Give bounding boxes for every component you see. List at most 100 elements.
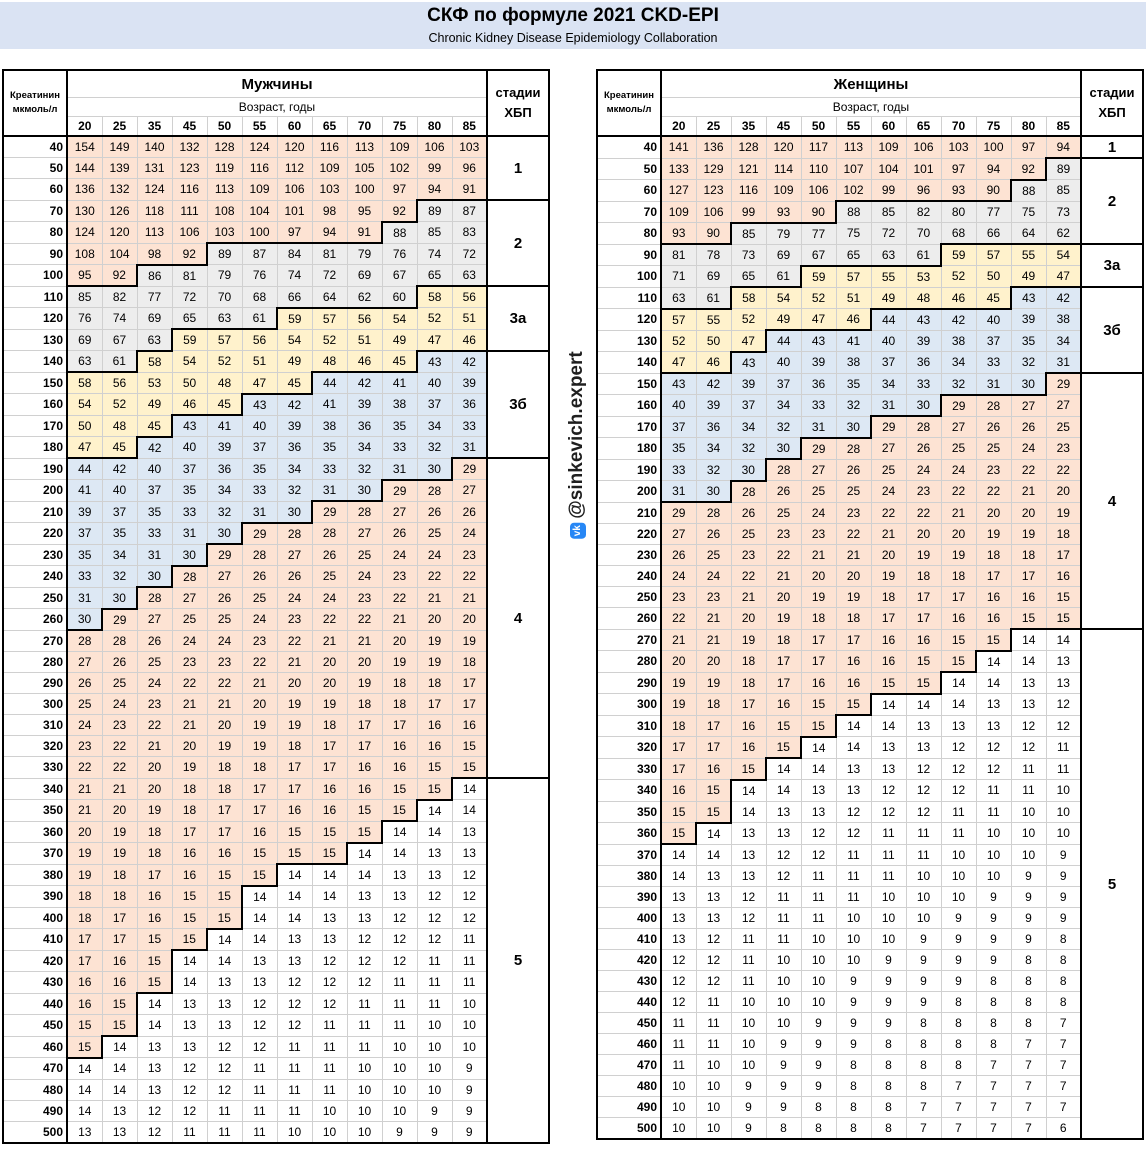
table-row: 500 13 13 12 11 11 11 10 10 10 9 9 9 [2,1120,549,1144]
egfr-cell: 28 [695,501,732,524]
egfr-cell: 25 [311,565,348,588]
egfr-cell: 19 [136,799,173,822]
egfr-cell: 36 [905,351,942,374]
egfr-cell: 29 [241,521,278,545]
table-row: 40 154 149 140 132 128 124 120 116 113 109 106 103 1 [2,135,550,201]
egfr-cell: 18 [660,714,697,737]
egfr-cell: 47 [241,371,278,394]
egfr-cell: 75 [1010,200,1047,223]
egfr-cell: 15 [241,863,278,886]
egfr-cell: 18 [136,842,173,865]
egfr-cell: 10 [660,1075,697,1097]
egfr-cell: 140 [136,135,173,158]
egfr-cell: 16 [381,735,418,757]
egfr-cell: 8 [1010,1012,1047,1034]
table-row: 170 37 36 34 32 31 30 29 28 27 26 26 25 [596,415,1143,438]
egfr-cell: 12 [346,971,383,994]
table-row: 50 144 139 131 123 119 116 112 109 105 102 99 96 [2,157,549,179]
table-row: 240 33 32 30 28 27 26 26 25 24 23 22 22 [2,564,549,588]
egfr-cell: 24 [346,565,383,588]
egfr-cell: 8 [975,1033,1012,1055]
egfr-cell: 9 [765,1075,802,1097]
egfr-cell: 26 [416,500,453,523]
creatinine-value: 70 [2,199,68,222]
creatinine-value: 190 [2,457,68,480]
egfr-cell: 9 [905,928,942,950]
egfr-cell: 37 [870,351,907,374]
egfr-cell: 16 [835,650,872,673]
egfr-cell: 11 [276,1078,313,1101]
egfr-cell: 11 [975,779,1012,802]
egfr-cell: 11 [276,1099,313,1122]
egfr-cell: 14 [451,799,488,822]
egfr-cell: 104 [101,242,138,265]
egfr-cell: 53 [136,371,173,394]
egfr-cell: 20 [346,651,383,673]
stage-label: 3б [1080,286,1144,374]
egfr-cell: 34 [940,351,977,374]
egfr-cell: 45 [136,414,173,437]
egfr-cell: 74 [276,264,313,287]
egfr-cell: 22 [101,756,138,779]
egfr-cell: 14 [975,649,1012,673]
egfr-cell: 22 [1010,458,1047,481]
egfr-cell: 10 [1045,800,1082,823]
egfr-cell: 27 [451,479,488,502]
creatinine-value: 280 [596,650,662,673]
egfr-cell: 16 [940,607,977,630]
egfr-cell: 23 [695,586,732,608]
egfr-cell: 90 [975,179,1012,202]
egfr-cell: 18 [870,586,907,608]
egfr-cell: 19 [66,863,103,886]
egfr-cell: 9 [835,970,872,992]
egfr-cell: 9 [835,1012,872,1034]
egfr-cell: 30 [1010,372,1047,395]
egfr-cell: 36 [800,372,837,395]
creatinine-value: 410 [596,928,662,950]
egfr-cell: 76 [381,242,418,265]
egfr-cell: 15 [451,756,488,779]
egfr-cell: 77 [975,200,1012,223]
egfr-cell: 27 [171,586,208,609]
egfr-cell: 94 [416,178,453,201]
egfr-cell: 50 [171,371,208,394]
egfr-cell: 20 [311,672,348,694]
egfr-cell: 17 [346,735,383,757]
egfr-cell: 16 [346,777,383,800]
egfr-cell: 20 [451,608,488,631]
egfr-cell: 75 [835,222,872,245]
creatinine-value: 320 [596,736,662,759]
egfr-cell: 25 [835,480,872,503]
creatinine-value: 260 [596,607,662,630]
egfr-cell: 13 [381,863,418,886]
stage-label: 2 [486,199,550,287]
egfr-cell: 10 [346,1078,383,1101]
egfr-cell: 21 [765,565,802,587]
egfr-cell: 10 [416,1057,453,1080]
egfr-cell: 112 [276,157,313,179]
egfr-cell: 41 [206,414,243,437]
table-row: 480 14 14 13 12 12 11 11 11 10 10 10 9 [2,1078,549,1101]
egfr-cell: 24 [311,586,348,609]
egfr-cell: 24 [171,629,208,652]
egfr-cell: 19 [416,651,453,673]
egfr-cell: 16 [381,756,418,779]
table-row: 120 76 74 69 65 63 61 59 57 56 54 52 51 [2,306,549,330]
egfr-cell: 10 [416,1035,453,1058]
egfr-cell: 25 [346,543,383,566]
egfr-cell: 15 [206,863,243,886]
egfr-cell: 13 [940,714,977,737]
egfr-cell: 7 [1010,1054,1047,1076]
table-row: 380 14 13 13 12 11 11 11 10 10 10 9 9 [596,865,1143,887]
egfr-cell: 7 [905,1117,942,1140]
egfr-cell: 79 [765,221,802,245]
egfr-cell: 12 [695,928,732,950]
egfr-cell: 95 [346,199,383,222]
egfr-cell: 10 [311,1099,348,1122]
egfr-cell: 17 [765,671,802,694]
vk-icon: vk [570,522,586,539]
table-row: 300 25 24 23 21 21 20 19 19 18 18 17 17 [2,693,549,715]
egfr-cell: 25 [171,608,208,631]
egfr-cell: 85 [416,221,453,244]
egfr-cell: 11 [1045,736,1082,759]
